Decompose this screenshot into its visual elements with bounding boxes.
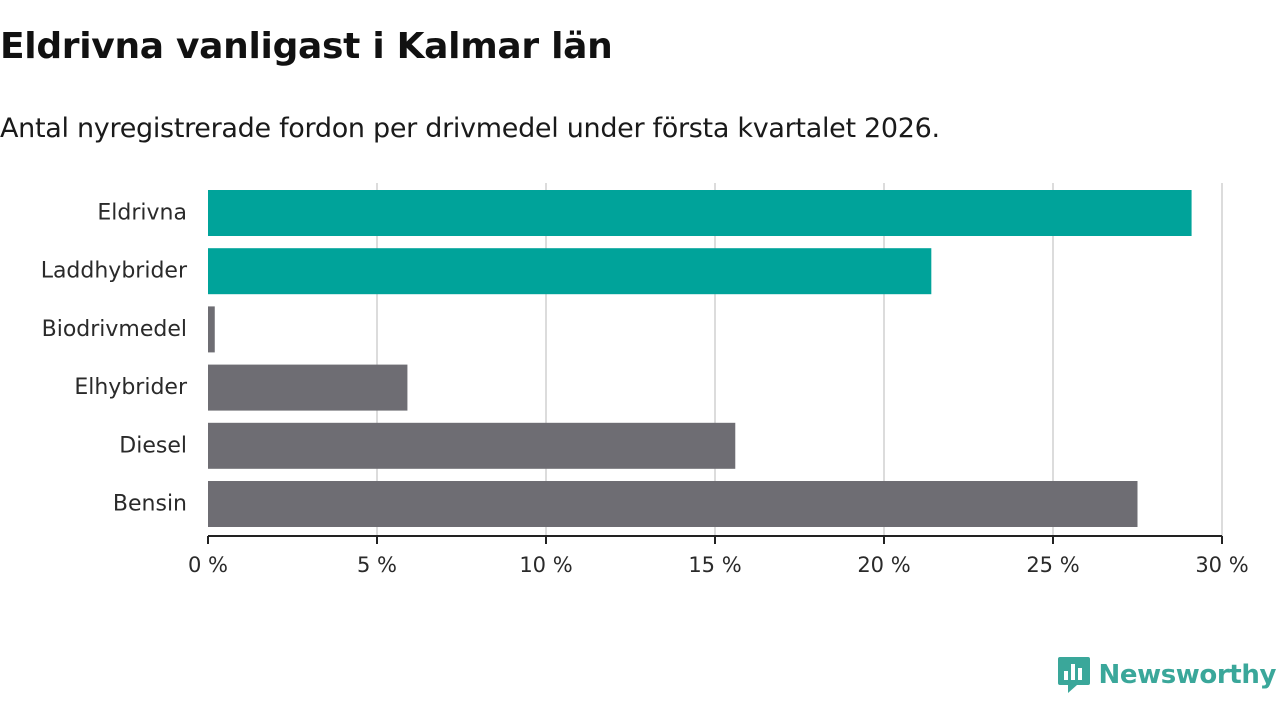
x-tick-label-5: 5 %: [357, 553, 397, 577]
x-tick-label-10: 10 %: [519, 553, 572, 577]
x-axis: 0 % 5 % 10 % 15 % 20 % 25 % 30 %: [188, 535, 1249, 577]
chart-title: Eldrivna vanligast i Kalmar län: [0, 26, 613, 67]
bar-bensin: [208, 481, 1138, 527]
newsworthy-logo: Newsworthy: [1057, 655, 1276, 695]
chart-subtitle: Antal nyregistrerade fordon per drivmede…: [0, 113, 940, 144]
category-labels: Eldrivna Laddhybrider Biodrivmedel Elhybrid…: [41, 201, 188, 517]
bar-biodrivmedel: [208, 306, 215, 353]
bar-chart: 0 % 5 % 10 % 15 % 20 % 25 % 30 % Eldrivna Laddh…: [41, 183, 1249, 577]
x-tick-label-15: 15 %: [688, 553, 741, 577]
x-tick-label-25: 25 %: [1026, 553, 1079, 577]
x-tick-label-20: 20 %: [857, 553, 910, 577]
bar-laddhybrider: [208, 248, 932, 295]
category-label-eldrivna: Eldrivna: [97, 201, 187, 226]
bars: [208, 190, 1192, 527]
x-tick-label-30: 30 %: [1195, 553, 1248, 577]
category-label-bensin: Bensin: [113, 492, 187, 517]
gridlines: [376, 183, 1223, 536]
bar-eldrivna: [208, 190, 1192, 236]
x-tick-label-0: 0 %: [188, 553, 228, 577]
brand-name: Newsworthy: [1098, 660, 1277, 690]
bar-diesel: [208, 422, 736, 469]
category-label-diesel: Diesel: [119, 433, 187, 458]
newsworthy-chart-icon: [1057, 655, 1091, 695]
bar-elhybrider: [208, 364, 408, 411]
category-label-elhybrider: Elhybrider: [74, 375, 188, 400]
category-label-biodrivmedel: Biodrivmedel: [42, 317, 187, 342]
category-label-laddhybrider: Laddhybrider: [41, 259, 188, 284]
